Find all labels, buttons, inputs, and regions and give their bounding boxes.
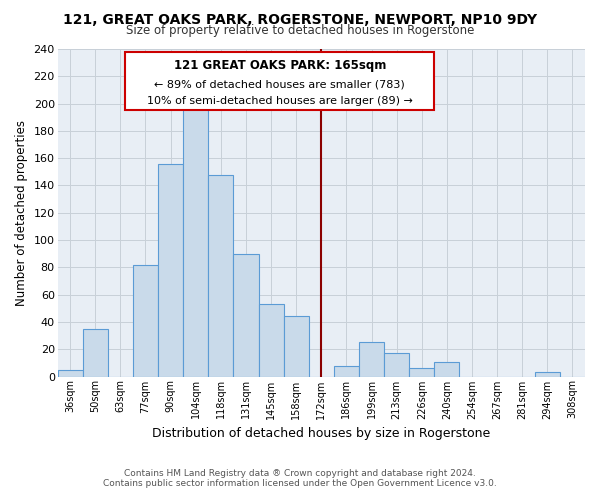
Bar xyxy=(434,362,460,376)
Bar xyxy=(334,366,359,376)
X-axis label: Distribution of detached houses by size in Rogerstone: Distribution of detached houses by size … xyxy=(152,427,490,440)
FancyBboxPatch shape xyxy=(125,52,434,110)
Bar xyxy=(409,368,434,376)
Bar xyxy=(535,372,560,376)
Text: 121, GREAT OAKS PARK, ROGERSTONE, NEWPORT, NP10 9DY: 121, GREAT OAKS PARK, ROGERSTONE, NEWPOR… xyxy=(63,12,537,26)
Bar xyxy=(158,164,183,376)
Bar xyxy=(284,316,309,376)
Bar xyxy=(259,304,284,376)
Bar xyxy=(233,254,259,376)
Bar xyxy=(384,354,409,376)
Text: Contains HM Land Registry data ® Crown copyright and database right 2024.: Contains HM Land Registry data ® Crown c… xyxy=(124,469,476,478)
Bar xyxy=(183,102,208,376)
Bar xyxy=(359,342,384,376)
Text: Contains public sector information licensed under the Open Government Licence v3: Contains public sector information licen… xyxy=(103,479,497,488)
Bar xyxy=(133,264,158,376)
Bar xyxy=(208,174,233,376)
Text: Size of property relative to detached houses in Rogerstone: Size of property relative to detached ho… xyxy=(126,24,474,37)
Text: ← 89% of detached houses are smaller (783): ← 89% of detached houses are smaller (78… xyxy=(154,80,405,90)
Bar xyxy=(58,370,83,376)
Y-axis label: Number of detached properties: Number of detached properties xyxy=(15,120,28,306)
Text: 121 GREAT OAKS PARK: 165sqm: 121 GREAT OAKS PARK: 165sqm xyxy=(173,59,386,72)
Bar xyxy=(83,329,108,376)
Text: 10% of semi-detached houses are larger (89) →: 10% of semi-detached houses are larger (… xyxy=(147,96,413,106)
